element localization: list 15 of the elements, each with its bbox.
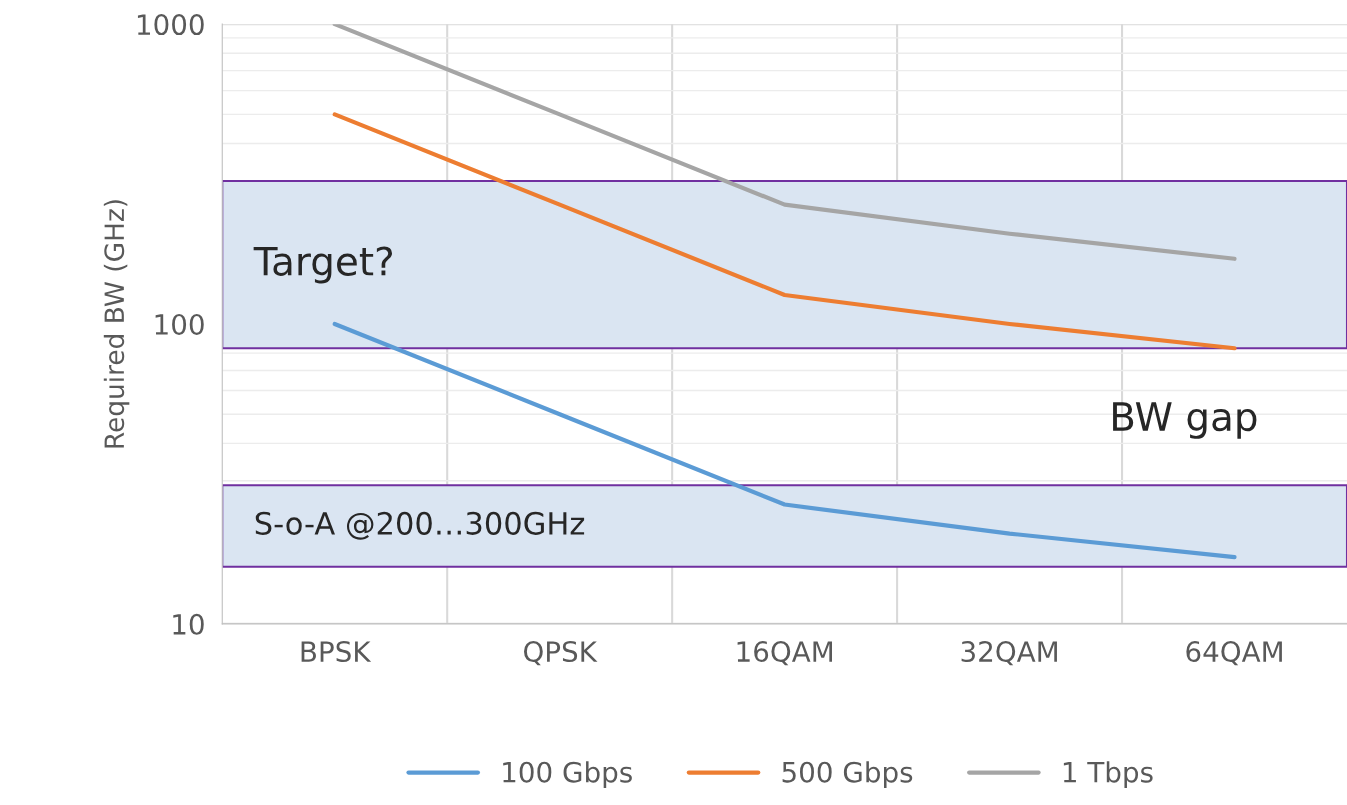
x-tick-label: QPSK bbox=[524, 641, 598, 666]
band-label: S-o-A @200…300GHz bbox=[255, 511, 585, 540]
x-tick-label: 32QAM bbox=[961, 641, 1057, 666]
band-label: Target? bbox=[253, 246, 393, 284]
annotation: BW gap bbox=[1113, 402, 1257, 439]
legend-label: 100 Gbps bbox=[503, 761, 632, 789]
y-tick-label: 1000 bbox=[137, 14, 204, 36]
x-tick-label: 16QAM bbox=[737, 641, 832, 666]
x-tick-label: 64QAM bbox=[1186, 641, 1282, 666]
legend-label: 500 Gbps bbox=[782, 761, 913, 789]
y-axis-title: Required BW (GHz) bbox=[103, 200, 130, 448]
legend-label: 1 Tbps bbox=[1063, 761, 1153, 789]
y-tick-label: 100 bbox=[155, 313, 204, 335]
y-tick-label: 10 bbox=[173, 613, 204, 635]
x-tick-label: BPSK bbox=[301, 641, 372, 663]
